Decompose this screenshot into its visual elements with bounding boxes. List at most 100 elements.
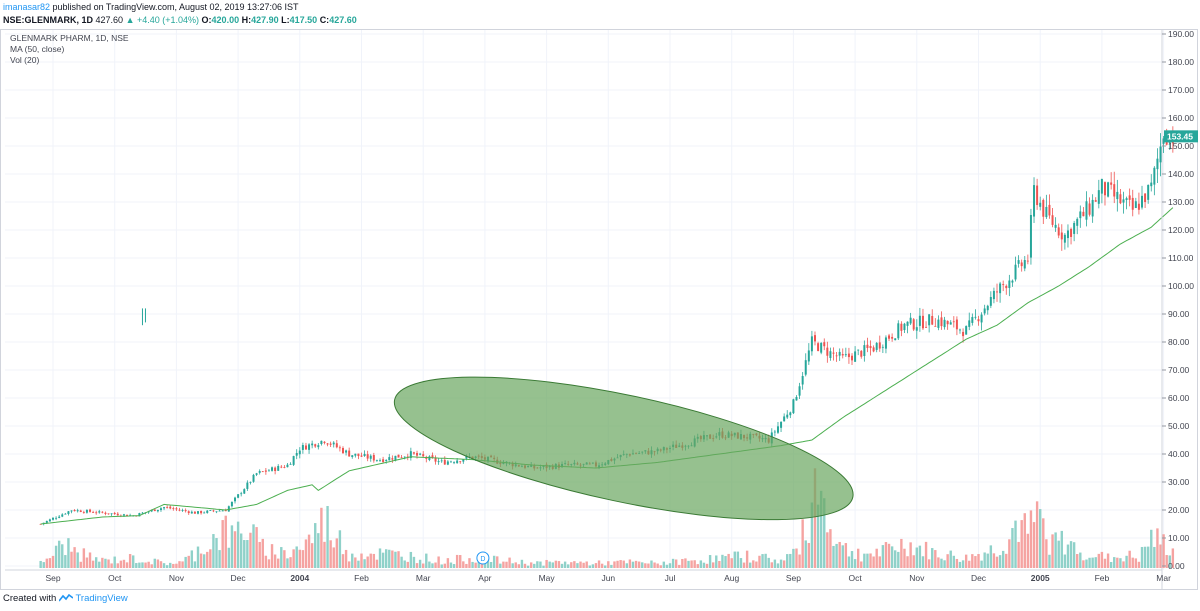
volume-bar <box>440 564 443 568</box>
volume-bar <box>412 556 416 568</box>
volume-bar <box>847 556 851 568</box>
volume-bar <box>144 562 147 568</box>
volume-bar <box>218 550 221 568</box>
volume-bar <box>681 558 684 568</box>
candle-body <box>992 290 995 300</box>
volume-bar <box>110 563 113 568</box>
volume-bar <box>375 559 379 568</box>
volume-bar <box>193 561 197 568</box>
candle-body <box>838 351 841 356</box>
volume-bar <box>943 560 946 568</box>
candle-body <box>227 506 230 512</box>
symbol: NSE:GLENMARK, 1D <box>3 15 94 25</box>
candle-body <box>308 444 311 450</box>
legend-volume[interactable]: Vol (20) <box>10 55 40 65</box>
candle-body <box>798 386 801 396</box>
volume-bar <box>937 557 940 568</box>
volume-bar <box>653 562 656 568</box>
candle-body <box>224 510 227 512</box>
volume-bar <box>1091 557 1094 568</box>
last-price-label: 153.45 <box>1167 131 1193 141</box>
volume-bar <box>323 541 326 568</box>
price-tick-label: 150.00 <box>1168 141 1194 151</box>
tradingview-brand[interactable]: TradingView <box>75 593 128 604</box>
volume-bar <box>258 541 261 568</box>
volume-bar <box>280 547 283 568</box>
candle-body <box>391 458 394 460</box>
volume-bar <box>1128 550 1131 568</box>
candle-body <box>884 337 887 349</box>
volume-bar <box>594 563 598 568</box>
candle-body <box>147 511 150 513</box>
volume-bar <box>1001 550 1005 568</box>
volume-bar <box>810 502 814 568</box>
candle-body <box>1162 138 1165 144</box>
volume-bar <box>252 524 255 568</box>
volume-bar <box>406 561 409 568</box>
candle-body <box>317 445 320 448</box>
volume-bar <box>616 560 619 568</box>
author-link[interactable]: imanasar82 <box>3 2 51 12</box>
volume-bar <box>243 540 246 568</box>
candle-body <box>773 431 776 433</box>
volume-bar <box>1140 546 1144 568</box>
candle-body <box>58 516 61 518</box>
volume-bar <box>452 564 456 568</box>
volume-bar <box>1088 557 1091 568</box>
time-tick-label: Sep <box>45 573 60 583</box>
candle-body <box>237 494 240 498</box>
volume-bar <box>1029 510 1033 568</box>
volume-bar <box>690 560 693 568</box>
candle-body <box>925 326 928 328</box>
volume-bar <box>570 562 573 568</box>
volume-bar <box>360 553 363 568</box>
candle-body <box>184 510 187 512</box>
volume-bar <box>745 550 749 568</box>
volume-bar <box>221 520 224 568</box>
candle-body <box>178 509 181 511</box>
volume-bar <box>459 555 462 568</box>
volume-bar <box>199 553 203 568</box>
candle-body <box>388 457 391 461</box>
volume-bar <box>1057 540 1060 568</box>
candle-body <box>375 459 378 461</box>
candle-body <box>1097 190 1100 204</box>
volume-bar <box>813 468 817 568</box>
candle-body <box>85 510 88 513</box>
volume-bar <box>878 556 881 568</box>
volume-bar <box>1026 533 1030 568</box>
volume-bar <box>804 540 807 568</box>
volume-bar <box>736 551 740 568</box>
volume-bar <box>196 546 200 568</box>
volume-bar <box>733 551 736 568</box>
volume-bar <box>1079 552 1082 568</box>
candle-body <box>1066 230 1069 239</box>
volume-bar <box>292 549 295 568</box>
ohlc-open: 420.00 <box>211 15 240 25</box>
candle-body <box>1134 201 1137 209</box>
legend-ma[interactable]: MA (50, close) <box>10 44 65 54</box>
volume-bar <box>696 564 699 568</box>
time-tick-label: Aug <box>724 573 739 583</box>
time-tick-label: Apr <box>478 573 491 583</box>
volume-bar <box>492 555 496 568</box>
candle-body <box>107 513 110 515</box>
volume-bar <box>298 549 301 568</box>
volume-bar <box>786 554 789 568</box>
volume-bar <box>354 557 357 568</box>
volume-bar <box>884 542 888 568</box>
volume-bar <box>42 562 45 568</box>
candle-body <box>823 342 826 347</box>
volume-bar <box>980 560 983 568</box>
volume-bar <box>1005 553 1008 568</box>
time-tick-label: Dec <box>971 573 987 583</box>
candle-body <box>1005 285 1008 289</box>
volume-bar <box>1131 557 1134 568</box>
volume-bar <box>1137 561 1141 568</box>
volume-bar <box>1063 554 1067 568</box>
candle-body <box>218 510 221 512</box>
candle-body <box>230 501 233 507</box>
volume-bar <box>1066 544 1070 568</box>
volume-bar <box>619 560 622 568</box>
